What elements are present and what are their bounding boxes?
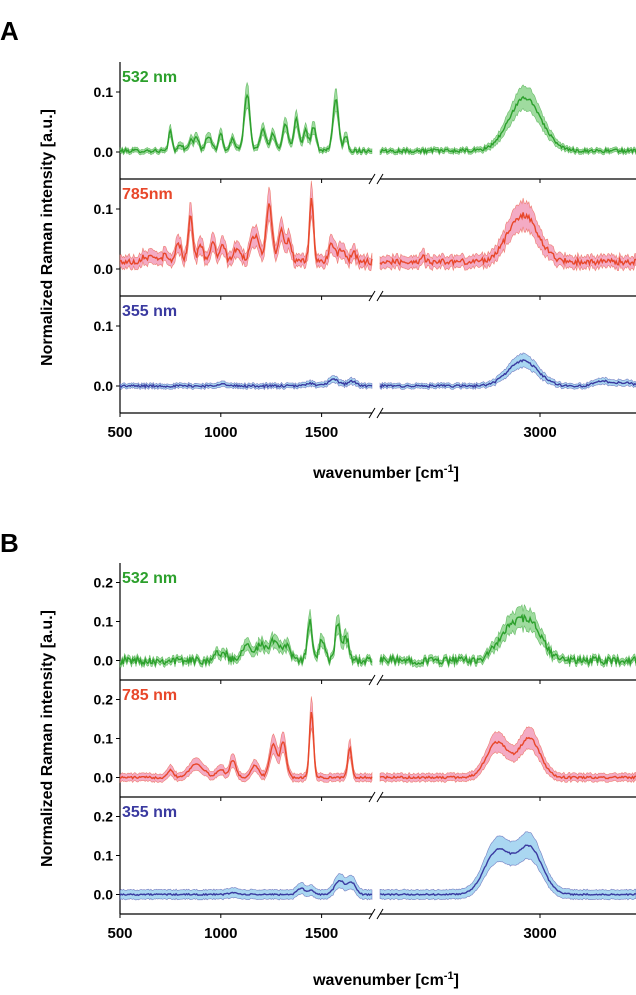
subplot-532nm: 0.0 0.1 532 nm	[94, 62, 636, 185]
subplot-355nm: 0.0 0.1 355 nm	[94, 296, 636, 419]
series-line	[119, 618, 373, 667]
axis-break-mark	[376, 674, 384, 686]
series-label: 532 nm	[122, 570, 177, 587]
series-line	[379, 613, 636, 667]
series-line	[119, 198, 373, 267]
y-tick-label: 0.0	[94, 770, 114, 786]
axis-break-mark	[368, 290, 376, 302]
axis-break-mark	[376, 290, 384, 302]
y-tick-label: 0.0	[94, 144, 114, 160]
y-tick-label: 0.1	[94, 848, 114, 864]
series-line	[119, 378, 373, 389]
x-axis-label: wavenumber [cm-1]	[312, 463, 459, 482]
y-tick-label: 0.1	[94, 84, 114, 100]
series-line	[119, 711, 373, 780]
y-tick-label: 0.1	[94, 614, 114, 630]
panel-label: B	[0, 528, 19, 558]
y-tick-label: 0.2	[94, 692, 114, 708]
y-tick-label: 0.1	[94, 318, 114, 334]
x-tick-label: 1500	[305, 424, 338, 441]
axis-break-mark	[368, 407, 376, 419]
y-tick-label: 0.0	[94, 261, 114, 277]
subplot-785nm: 0.0 0.1 785nm	[94, 179, 636, 302]
series-label: 785 nm	[122, 687, 177, 704]
x-tick-label: 500	[107, 925, 132, 942]
series-line	[119, 93, 373, 154]
x-tick-label: 3000	[523, 424, 556, 441]
subplot-355nm: 0.0 0.1 0.2 355 nm	[94, 797, 636, 920]
x-tick-label: 3000	[523, 925, 556, 942]
std-band	[119, 609, 373, 669]
y-tick-label: 0.1	[94, 201, 114, 217]
series-line	[379, 736, 636, 780]
x-tick-label: 500	[107, 424, 132, 441]
series-line	[379, 358, 636, 389]
y-tick-label: 0.2	[94, 575, 114, 591]
axis-break-mark	[368, 791, 376, 803]
x-axis-label: wavenumber [cm-1]	[312, 970, 459, 989]
axis-break-mark	[368, 674, 376, 686]
axis-break-mark	[368, 908, 376, 920]
panel-label: A	[0, 16, 19, 46]
y-tick-label: 0.0	[94, 887, 114, 903]
subplot-532nm: 0.0 0.1 0.2 532 nm	[94, 563, 636, 686]
x-tick-label: 1000	[204, 424, 237, 441]
axis-break-mark	[376, 173, 384, 185]
axis-break-mark	[376, 791, 384, 803]
series-line	[119, 880, 373, 897]
axis-break-mark	[376, 908, 384, 920]
x-tick-label: 1500	[305, 925, 338, 942]
x-tick-label: 1000	[204, 925, 237, 942]
y-tick-label: 0.1	[94, 731, 114, 747]
series-line	[379, 95, 636, 155]
axis-break-mark	[376, 407, 384, 419]
axis-break-mark	[368, 173, 376, 185]
std-band	[119, 81, 373, 156]
series-line	[379, 212, 636, 268]
y-tick-label: 0.2	[94, 809, 114, 825]
y-tick-label: 0.0	[94, 378, 114, 394]
y-tick-label: 0.0	[94, 653, 114, 669]
series-line	[379, 844, 636, 897]
y-axis-label: Normalized Raman intensity [a.u.]	[39, 610, 56, 867]
std-band	[379, 831, 636, 901]
subplot-785nm: 0.0 0.1 0.2 785 nm	[94, 680, 636, 803]
std-band	[379, 603, 636, 669]
std-band	[119, 696, 373, 784]
std-band	[379, 197, 636, 272]
series-label: 355 nm	[122, 303, 177, 320]
series-label: 785nm	[122, 186, 173, 203]
series-label: 532 nm	[122, 69, 177, 86]
std-band	[119, 873, 373, 901]
std-band	[379, 726, 636, 784]
y-axis-label: Normalized Raman intensity [a.u.]	[39, 109, 56, 366]
series-label: 355 nm	[122, 804, 177, 821]
std-band	[119, 180, 373, 272]
